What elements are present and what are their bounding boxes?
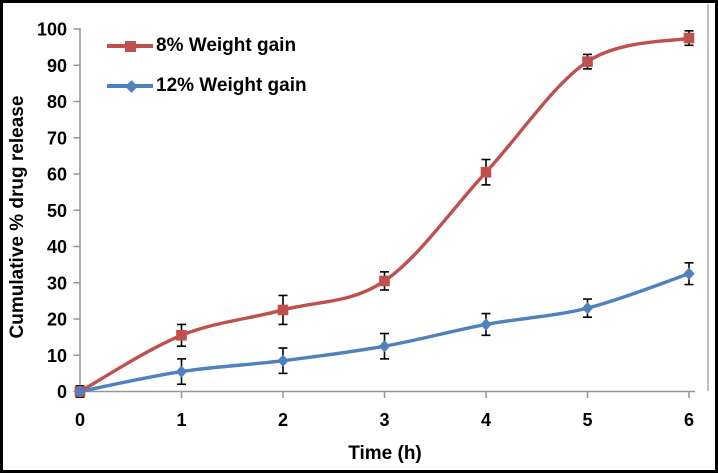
y-tick-label: 30 [47,273,67,293]
x-tick-label: 5 [582,410,592,430]
data-point-square [176,330,187,341]
y-tick-label: 20 [47,310,67,330]
x-tick-label: 2 [278,410,288,430]
data-point-square [582,56,593,67]
data-point-square [683,32,695,44]
x-tick-label: 1 [176,410,186,430]
data-point-square [277,304,289,316]
legend-swatch-12-percent [107,74,153,98]
y-tick-label: 80 [47,92,67,112]
x-tick-label: 3 [379,410,389,430]
x-axis-title: Time (h) [348,443,422,464]
chart-canvas: 0 10 20 30 40 50 60 70 80 90 100 0 1 2 3 4 5 6 [37,4,709,430]
data-point-diamond [74,385,86,398]
legend-label-8-percent: 8% Weight gain [156,35,297,56]
y-tick-label: 10 [47,346,67,366]
data-point-diamond [277,354,289,367]
data-point-square [379,275,390,287]
legend-item-12-percent: 12% Weight gain [107,74,307,98]
x-tick-label: 4 [481,410,491,430]
y-tick-label: 40 [47,237,67,257]
y-tick-label: 90 [47,56,67,76]
y-tick-label: 60 [47,165,67,185]
data-point-diamond [378,339,391,353]
data-point-diamond [581,301,594,315]
data-point-diamond [175,365,188,378]
legend-square-marker-icon [125,40,136,52]
legend-label-12-percent: 12% Weight gain [156,75,307,96]
data-point-diamond [683,267,695,280]
y-tick-label: 70 [47,128,67,148]
legend-swatch-8-percent [107,34,153,58]
data-point-diamond [480,318,492,331]
y-axis-title: Cumulative % drug release [7,95,28,339]
x-tick-label: 0 [75,410,85,430]
legend-diamond-marker-icon [124,79,138,93]
data-point-square [480,166,492,178]
y-tick-label: 0 [57,382,67,402]
y-tick-label: 50 [47,201,67,221]
series-line [78,271,691,394]
y-tick-label: 100 [37,20,67,40]
x-tick-label: 6 [684,410,694,430]
legend-item-8-percent: 8% Weight gain [107,34,296,58]
